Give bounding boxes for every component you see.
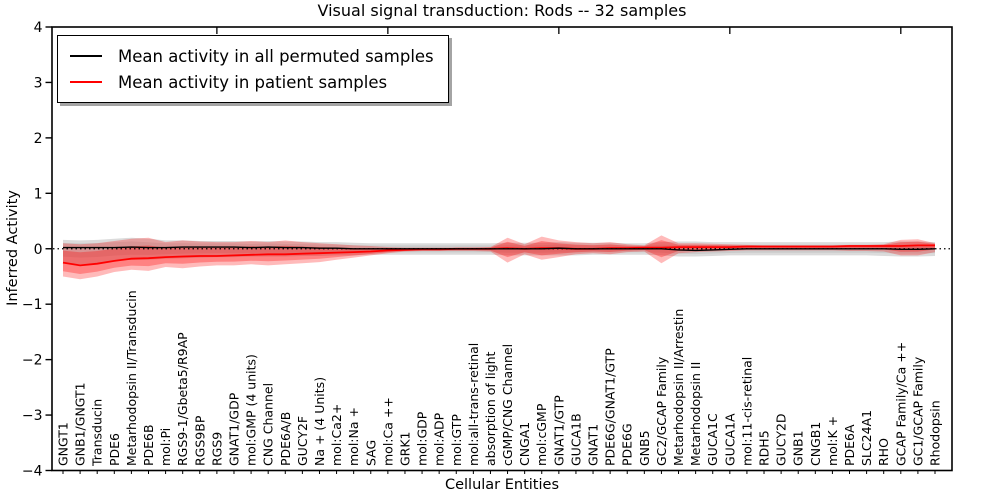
- x-tick-label: mol:K +: [825, 416, 840, 466]
- x-tick-label: SAG: [363, 440, 378, 466]
- x-tick-label: PDE6G: [620, 423, 635, 466]
- y-tick-label: 0: [34, 242, 43, 258]
- y-tick-label: −4: [22, 464, 43, 480]
- x-axis-label: Cellular Entities: [444, 477, 560, 493]
- y-axis-ticks: −4 −3 −2 −1 0 1 2 3 4: [22, 20, 52, 480]
- y-tick-label: −2: [22, 353, 43, 369]
- x-tick-label: RHO: [876, 438, 891, 466]
- x-tick-label: mol:Ca ++: [380, 397, 395, 466]
- y-tick-label: 4: [34, 20, 43, 36]
- x-tick-label: mol:ADP: [432, 412, 447, 466]
- x-tick-label: RGS9: [209, 432, 224, 466]
- x-tick-label: GUCA1A: [722, 413, 737, 466]
- x-tick-label: CNG Channel: [261, 383, 276, 466]
- x-tick-label: Na + (4 Units): [312, 377, 327, 466]
- x-tick-label: RGS9BP: [192, 415, 207, 466]
- x-tick-label: cGMP/CNG Channel: [500, 344, 515, 466]
- x-tick-label: PDE6B: [141, 424, 156, 466]
- y-tick-label: −3: [22, 408, 43, 424]
- x-tick-label: GNB5: [637, 430, 652, 466]
- x-tick-label: GNB1: [791, 430, 806, 466]
- x-tick-label: GC1/GCAP Family: [910, 356, 925, 466]
- legend-line-sample-patient: [70, 81, 102, 83]
- x-tick-label: mol:GDP: [415, 411, 430, 466]
- x-tick-label: GNAT1/GTP: [551, 395, 566, 466]
- y-axis-label: Inferred Activity: [5, 190, 21, 306]
- x-tick-label: GUCY2D: [774, 413, 789, 466]
- x-tick-label: GCAP Family/Ca ++: [893, 342, 908, 466]
- y-tick-label: −1: [22, 297, 43, 313]
- confidence-bands: [63, 235, 935, 280]
- x-tick-label: GC2/GCAP Family: [654, 356, 669, 466]
- x-tick-label: mol:Pi: [158, 428, 173, 466]
- legend-label-permuted: Mean activity in all permuted samples: [118, 46, 434, 66]
- y-tick-label: 1: [34, 186, 43, 202]
- y-tick-label: 3: [34, 75, 43, 91]
- patient-band-inner: [63, 240, 935, 274]
- x-tick-label: CNGB1: [808, 422, 823, 466]
- x-tick-label: Rhodopsin: [928, 400, 943, 466]
- x-tick-label: Metarhodopsin II/Transducin: [124, 290, 139, 466]
- x-tick-label: GNGT1: [56, 422, 71, 466]
- x-tick-label: mol:all-trans-retinal: [466, 343, 481, 466]
- x-tick-label: mol:Ca2+: [329, 404, 344, 466]
- x-tick-label: PDE6A/B: [278, 412, 293, 466]
- x-tick-label: mol:GTP: [449, 414, 464, 466]
- x-tick-label: mol:Na +: [346, 407, 361, 466]
- x-tick-label: Transducin: [90, 399, 105, 467]
- legend: Mean activity in all permuted samples Me…: [57, 35, 449, 103]
- x-tick-label: RGS9-1/Gbeta5/R9AP: [175, 332, 190, 466]
- x-tick-label: RDH5: [757, 430, 772, 466]
- x-tick-label: absorption of light: [483, 351, 498, 466]
- legend-label-patient: Mean activity in patient samples: [118, 72, 388, 92]
- x-tick-label: Metarhodopsin II/Arrestin: [671, 309, 686, 466]
- x-tick-label: GUCA1B: [568, 413, 583, 466]
- x-tick-label: mol:GMP (4 units): [244, 354, 259, 466]
- x-tick-label: GNB1/GNGT1: [73, 382, 88, 466]
- x-tick-label: mol:11-cis-retinal: [739, 357, 754, 466]
- x-tick-label: GNAT1/GDP: [226, 392, 241, 466]
- top-axis-ticks: [216, 27, 902, 34]
- x-tick-label: Metarhodopsin II: [688, 362, 703, 466]
- legend-item-permuted: Mean activity in all permuted samples: [70, 43, 434, 69]
- x-tick-label: CNGA1: [517, 422, 532, 466]
- x-tick-label: GNAT1: [586, 424, 601, 466]
- y-tick-label: 2: [34, 131, 43, 147]
- x-tick-label: PDE6A: [842, 424, 857, 466]
- x-tick-label: GUCA1C: [705, 413, 720, 466]
- x-tick-label: SLC24A1: [859, 410, 874, 466]
- chart-title: Visual signal transduction: Rods -- 32 s…: [317, 1, 687, 20]
- x-axis-ticks: GNGT1 GNB1/GNGT1 Transducin PDE6 Metarhodops…: [56, 290, 943, 474]
- legend-line-sample-permuted: [70, 55, 102, 57]
- legend-item-patient: Mean activity in patient samples: [70, 69, 434, 95]
- permuted-band-outer: [63, 237, 935, 265]
- x-tick-label: mol:cGMP: [534, 403, 549, 466]
- x-tick-label: PDE6: [107, 433, 122, 466]
- x-tick-label: PDE6G/GNAT1/GTP: [603, 348, 618, 466]
- x-tick-label: GRK1: [397, 431, 412, 466]
- x-tick-label: GUCY2F: [295, 416, 310, 466]
